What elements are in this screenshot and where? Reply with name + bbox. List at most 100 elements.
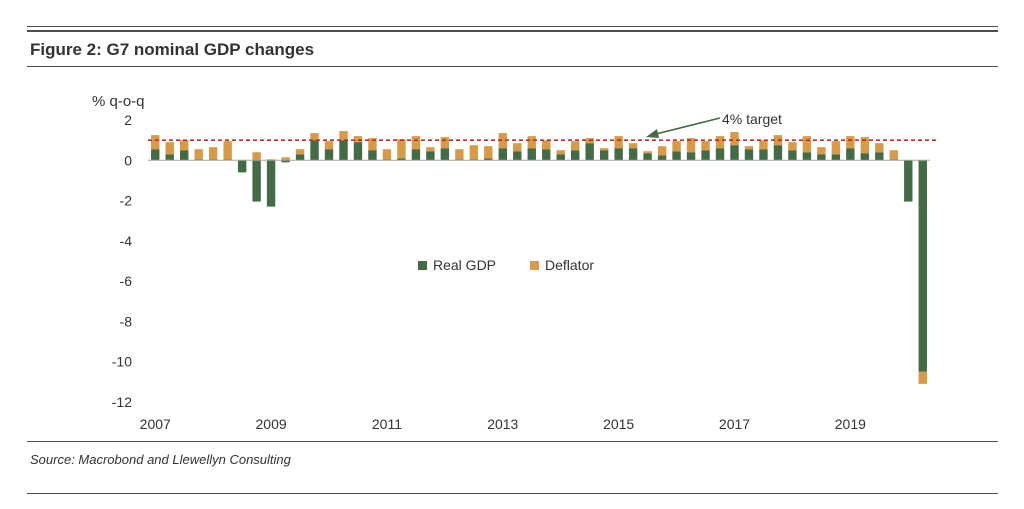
bar-real-gdp	[469, 159, 479, 161]
bar-real-gdp	[686, 152, 696, 161]
bar-deflator	[542, 140, 551, 150]
bar-real-gdp	[657, 155, 667, 161]
bar-deflator	[860, 137, 870, 154]
bar-real-gdp	[817, 154, 826, 161]
bar-real-gdp	[252, 160, 261, 202]
top-rule	[27, 30, 998, 32]
bar-real-gdp	[759, 149, 768, 161]
y-tick-label: -12	[112, 394, 132, 410]
bottom-rule-upper	[27, 441, 998, 442]
bar-deflator	[773, 135, 783, 146]
bar-deflator	[744, 146, 754, 150]
y-tick-label: -4	[120, 233, 133, 249]
bottom-rule	[27, 493, 998, 494]
bar-deflator	[382, 149, 392, 160]
y-tick-label: -6	[120, 273, 133, 289]
bar-real-gdp	[237, 160, 247, 173]
bar-deflator	[368, 138, 377, 151]
bar-real-gdp	[628, 148, 638, 161]
bar-deflator	[397, 139, 406, 159]
bar-real-gdp	[802, 152, 812, 161]
bar-real-gdp	[571, 150, 580, 161]
y-axis-label: % q-o-q	[92, 93, 145, 110]
bar-real-gdp	[281, 160, 290, 163]
bar-deflator	[266, 159, 276, 161]
bar-real-gdp	[310, 140, 319, 161]
bar-deflator	[310, 133, 319, 141]
bar-deflator	[484, 146, 493, 159]
bar-deflator	[426, 147, 435, 152]
bar-deflator	[498, 133, 507, 149]
bar-deflator	[628, 143, 638, 149]
bar-deflator	[180, 140, 189, 151]
bar-deflator	[527, 136, 536, 149]
bar-deflator	[657, 146, 667, 156]
bar-deflator	[686, 138, 696, 153]
bar-deflator	[614, 136, 623, 149]
bar-real-gdp	[773, 145, 783, 161]
bar-deflator	[194, 149, 203, 160]
bar-real-gdp	[223, 159, 232, 161]
y-tick-label: -2	[120, 193, 133, 209]
bar-real-gdp	[831, 154, 841, 161]
x-tick-label: 2017	[719, 416, 750, 432]
bar-real-gdp	[440, 148, 450, 161]
bar-real-gdp	[542, 149, 551, 161]
bar-deflator	[599, 148, 609, 151]
bar-real-gdp	[904, 160, 913, 202]
bar-real-gdp	[208, 159, 218, 161]
bar-real-gdp	[397, 158, 406, 161]
x-tick-label: 2007	[140, 416, 171, 432]
source-note: Source: Macrobond and Llewellyn Consulti…	[30, 452, 291, 467]
y-tick-label: 0	[124, 152, 132, 168]
bar-deflator	[701, 141, 710, 151]
bar-real-gdp	[426, 151, 435, 161]
x-tick-label: 2015	[603, 416, 634, 432]
bar-deflator	[802, 136, 812, 153]
bar-real-gdp	[266, 160, 276, 207]
bar-real-gdp	[194, 159, 203, 161]
x-tick-label: 2013	[487, 416, 518, 432]
bar-deflator	[223, 141, 232, 160]
bar-deflator	[817, 147, 826, 155]
bar-deflator	[643, 151, 652, 154]
bar-deflator	[759, 140, 768, 150]
target-line-label: 4% target	[722, 111, 782, 127]
bar-real-gdp	[180, 150, 189, 161]
bar-deflator	[165, 142, 174, 155]
bar-deflator	[918, 371, 927, 384]
bar-real-gdp	[382, 159, 392, 161]
legend-label: Real GDP	[433, 257, 496, 273]
bar-real-gdp	[599, 150, 609, 161]
bar-real-gdp	[151, 149, 160, 161]
legend-swatch	[530, 261, 539, 270]
bar-real-gdp	[846, 148, 855, 161]
bar-real-gdp	[353, 142, 363, 161]
bar-deflator	[788, 142, 797, 151]
annotation-arrow-head	[646, 129, 659, 138]
bar-real-gdp	[788, 150, 797, 161]
bar-real-gdp	[455, 159, 464, 161]
bar-real-gdp	[585, 143, 594, 161]
bar-deflator	[571, 141, 580, 151]
bar-real-gdp	[556, 154, 565, 161]
bar-real-gdp	[672, 151, 681, 161]
legend-swatch	[418, 261, 427, 270]
bar-deflator	[730, 132, 739, 146]
bar-deflator	[455, 149, 464, 160]
bar-real-gdp	[860, 153, 870, 161]
bar-deflator	[513, 143, 522, 152]
bar-real-gdp	[744, 149, 754, 161]
bar-deflator	[208, 147, 218, 160]
bar-real-gdp	[498, 148, 507, 161]
bar-real-gdp	[295, 154, 305, 161]
bar-deflator	[339, 131, 348, 141]
bar-real-gdp	[339, 140, 348, 161]
bar-deflator	[875, 143, 884, 153]
bar-real-gdp	[715, 148, 725, 161]
bar-deflator	[295, 149, 305, 155]
bar-deflator	[715, 136, 725, 149]
bar-real-gdp	[165, 154, 174, 161]
top-rule-thin	[27, 26, 998, 27]
x-tick-label: 2009	[256, 416, 287, 432]
